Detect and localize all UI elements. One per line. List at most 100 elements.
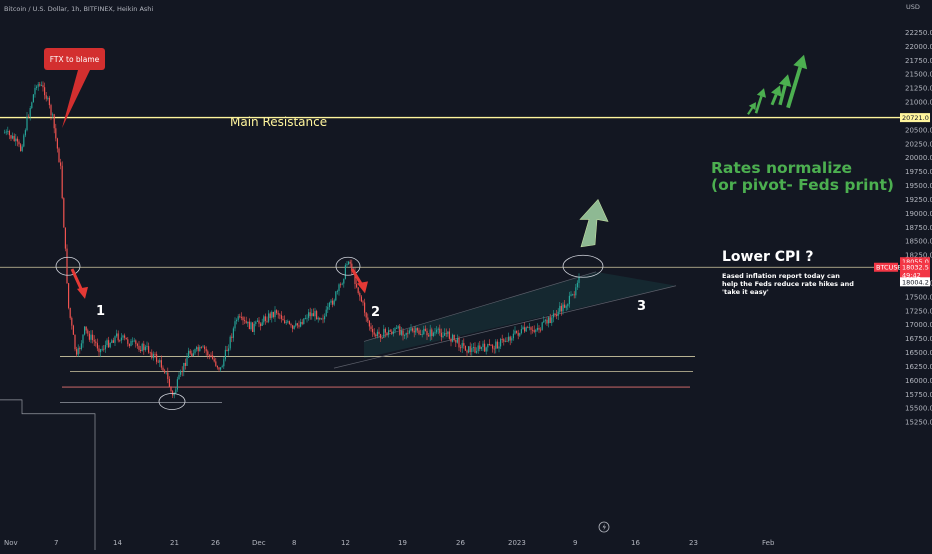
candle-body bbox=[58, 148, 60, 163]
y-tick-label: 16000.0 bbox=[905, 377, 932, 385]
candle-body bbox=[456, 337, 458, 343]
candle-body bbox=[140, 349, 142, 351]
y-tick-label: 15500.0 bbox=[905, 405, 932, 413]
ftx-callout-box bbox=[44, 48, 105, 70]
candle-body bbox=[423, 328, 425, 335]
candle-body bbox=[367, 317, 369, 321]
candle-body bbox=[453, 334, 455, 340]
candle-body bbox=[549, 317, 551, 324]
candle-body bbox=[245, 320, 247, 324]
candle-body bbox=[560, 305, 562, 312]
candle-body bbox=[133, 340, 135, 342]
y-tick-label: 18500.0 bbox=[905, 238, 932, 246]
candle-body bbox=[277, 313, 279, 315]
x-tick-label: 8 bbox=[292, 539, 296, 547]
candle-body bbox=[146, 346, 148, 347]
candle-body bbox=[23, 135, 25, 147]
candle-body bbox=[272, 311, 274, 318]
candle-body bbox=[335, 291, 337, 301]
candle-body bbox=[109, 343, 111, 348]
candle-body bbox=[421, 334, 423, 336]
x-tick-label: Feb bbox=[762, 539, 775, 547]
candle-body bbox=[144, 346, 146, 351]
resistance-tag-box bbox=[900, 113, 930, 123]
x-tick-label: Nov bbox=[4, 539, 18, 547]
candle-body bbox=[572, 294, 574, 296]
candle-body bbox=[276, 310, 278, 314]
candle-body bbox=[215, 361, 217, 366]
candle-body bbox=[484, 343, 486, 352]
down-arrow-head-1 bbox=[357, 281, 368, 294]
candle-body bbox=[522, 327, 524, 330]
candle-body bbox=[204, 346, 206, 349]
y-tick-label: 17000.0 bbox=[905, 321, 932, 329]
candle-body bbox=[530, 327, 532, 330]
candle-body bbox=[151, 352, 153, 358]
price-scale[interactable]: USD 22250.022000.021750.021500.021250.02… bbox=[874, 0, 932, 550]
candle-body bbox=[359, 293, 361, 297]
candle-body bbox=[293, 325, 295, 329]
candle-body bbox=[8, 131, 10, 136]
candle-body bbox=[207, 351, 209, 356]
candle-body bbox=[108, 340, 110, 348]
candle-body bbox=[405, 332, 407, 335]
marker-1: 1 bbox=[96, 304, 105, 319]
candle-body bbox=[332, 300, 334, 305]
candle-body bbox=[112, 340, 114, 343]
candle-body bbox=[258, 320, 260, 324]
candle-body bbox=[74, 334, 76, 350]
candle-body bbox=[234, 321, 236, 329]
candle-body bbox=[314, 311, 316, 317]
candle-body bbox=[319, 317, 321, 320]
candle-body bbox=[460, 347, 462, 349]
candle-body bbox=[199, 346, 201, 352]
candle-body bbox=[532, 329, 534, 331]
candle-body bbox=[87, 330, 89, 334]
top-price-tag-text: 18055.0 bbox=[902, 258, 929, 266]
candle-body bbox=[229, 336, 231, 349]
candle-body bbox=[320, 318, 322, 320]
time-scale[interactable]: Nov 7 14 21 26 Dec 8 12 19 26 2023 9 16 23 Feb bbox=[4, 521, 775, 547]
x-tick-label: 12 bbox=[341, 539, 350, 547]
candle-body bbox=[493, 348, 495, 350]
candle-body bbox=[511, 338, 513, 341]
candle-body bbox=[378, 331, 380, 335]
x-tick-label: 26 bbox=[456, 539, 465, 547]
candle-body bbox=[152, 354, 154, 358]
x-tick-labels: Nov 7 14 21 26 Dec 8 12 19 26 2023 9 16 23 Feb bbox=[4, 539, 775, 547]
candle-body bbox=[400, 330, 402, 335]
candle-body bbox=[55, 128, 57, 139]
candle-body bbox=[37, 84, 39, 87]
candle-body bbox=[381, 337, 383, 339]
y-tick-label: 17250.0 bbox=[905, 307, 932, 315]
candle-body bbox=[466, 350, 468, 353]
candle-body bbox=[327, 306, 329, 310]
candle-body bbox=[360, 296, 362, 302]
candle-body bbox=[546, 319, 548, 324]
bracket-line bbox=[0, 399, 96, 550]
projection-shaft-0 bbox=[747, 107, 754, 115]
candle-body bbox=[271, 311, 273, 318]
candle-body bbox=[261, 322, 263, 326]
candle-body bbox=[301, 321, 303, 324]
candle-body bbox=[544, 319, 546, 321]
candle-body bbox=[88, 333, 90, 340]
candle-body bbox=[175, 389, 177, 394]
lightning-icon bbox=[602, 523, 606, 531]
candle-body bbox=[220, 367, 222, 370]
candle-body bbox=[183, 362, 185, 372]
candle-body bbox=[357, 287, 359, 294]
candle-body bbox=[439, 328, 441, 333]
candle-body bbox=[508, 336, 510, 342]
candle-body bbox=[178, 374, 180, 380]
candle-body bbox=[336, 290, 338, 292]
candle-body bbox=[576, 282, 578, 288]
y-tick-label: 18750.0 bbox=[905, 224, 932, 232]
candle-body bbox=[157, 361, 159, 363]
candle-body bbox=[71, 317, 73, 326]
flash-event-icon[interactable] bbox=[598, 521, 610, 533]
candle-body bbox=[119, 340, 121, 342]
candle-body bbox=[26, 116, 28, 131]
candle-body bbox=[458, 337, 460, 348]
